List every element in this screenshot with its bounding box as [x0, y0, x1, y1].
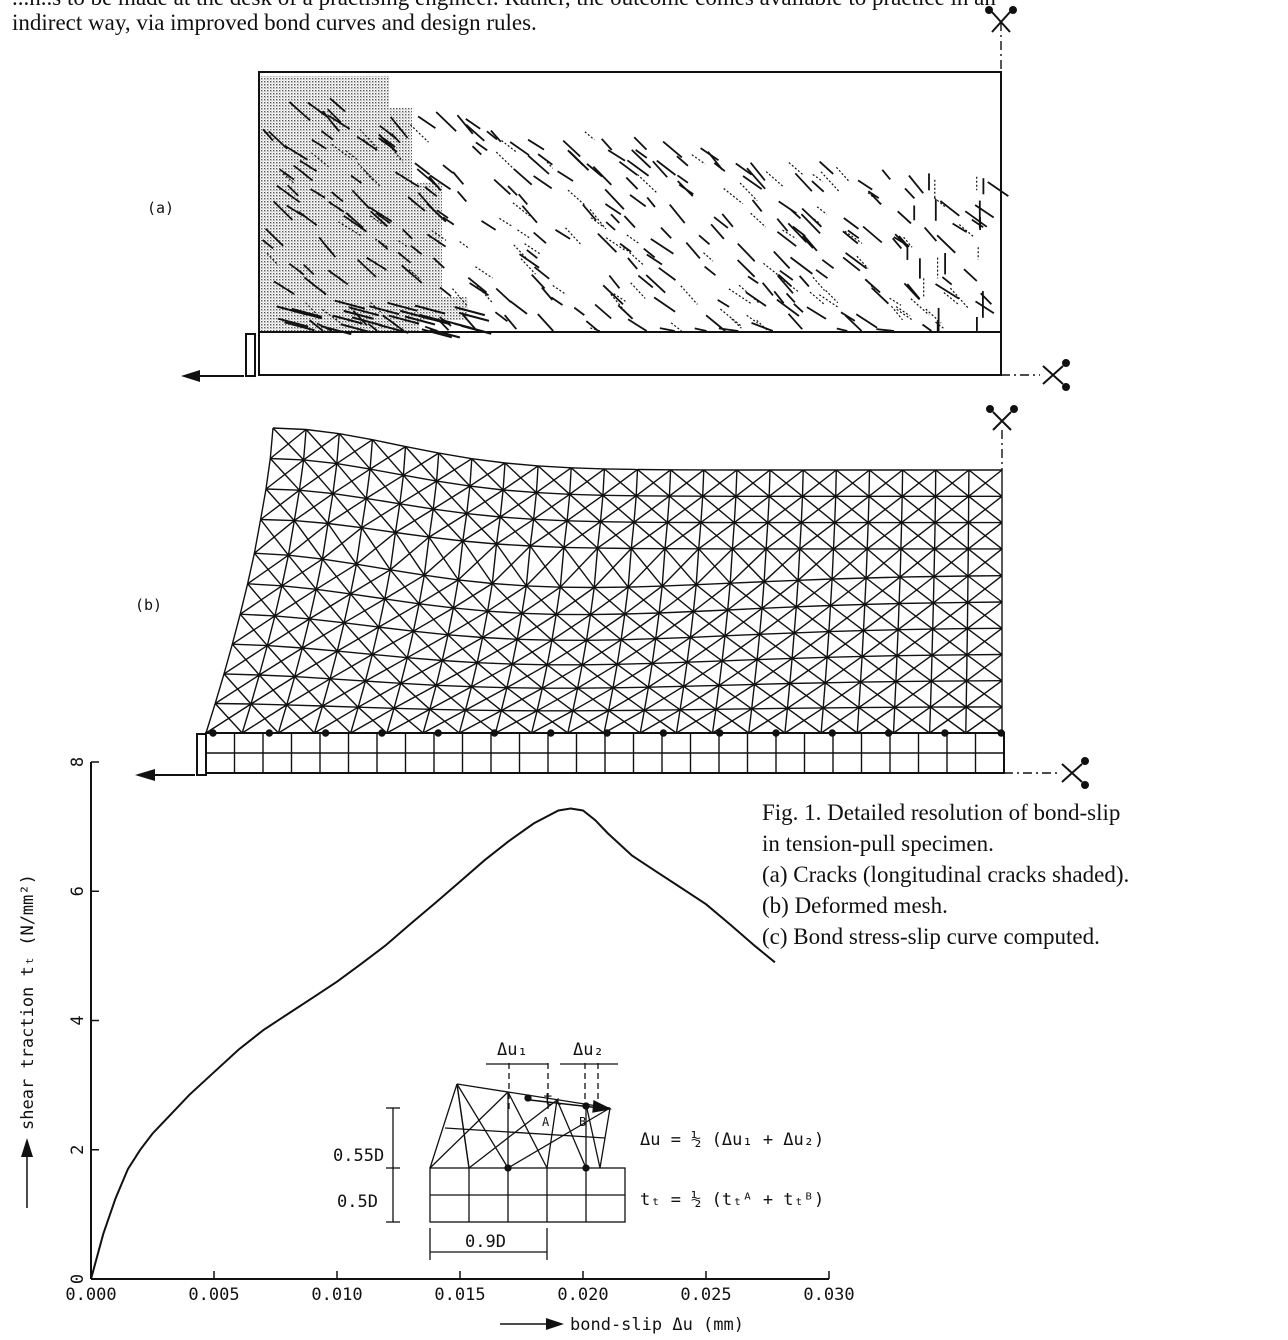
inset-point-b: B: [579, 1115, 586, 1129]
inset-dim-09: 0.9D: [465, 1232, 506, 1252]
symmetry-symbol-a-right: [1042, 359, 1070, 391]
panel-b-label: (b): [135, 596, 162, 614]
inset-eq-du: Δu = ½ (Δu₁ + Δu₂): [640, 1130, 824, 1150]
x-tick-label: 0.000: [65, 1285, 116, 1305]
x-tick-label: 0.030: [803, 1285, 854, 1305]
caption-title-cont: in tension-pull specimen.: [762, 831, 994, 856]
caption-title: Fig. 1. Detailed resolution of bond-slip: [762, 800, 1121, 825]
y-axis-label: shear traction tₜ (N/mm²): [18, 874, 38, 1130]
y-tick-label: 4: [68, 1015, 88, 1025]
shaded-crack-region: [260, 76, 468, 332]
pull-arrowhead-a: [181, 370, 200, 382]
x-tick-label: 0.015: [434, 1285, 485, 1305]
pull-arrowhead-b: [135, 769, 155, 781]
caption-item-a: (a) Cracks (longitudinal cracks shaded).: [762, 862, 1130, 887]
inset-du1: Δu₁: [497, 1040, 528, 1060]
panel-c-chart: 0.000 0.005 0.010 0.015 0.020 0.025 0.030 0 2 4 6…: [18, 757, 855, 1335]
x-tick-label: 0.010: [311, 1285, 362, 1305]
inset-du2: Δu₂: [573, 1040, 604, 1060]
panel-a-label: (a): [147, 199, 174, 217]
caption-item-b: (b) Deformed mesh.: [762, 893, 948, 918]
inset-tt: tₜ: [543, 1090, 563, 1110]
x-axis-label-group: bond-slip Δu (mm): [500, 1315, 744, 1335]
deformed-mesh: [205, 427, 1003, 734]
y-label-arrowhead: [21, 1138, 33, 1157]
panel-a-cracks: (a): [147, 6, 1070, 391]
y-tick-label: 0: [68, 1274, 88, 1284]
panel-b-mesh: (b): [135, 405, 1089, 789]
y-tick-label: 6: [68, 886, 88, 896]
bar-end-plate-b: [196, 733, 207, 776]
x-tick-label: 0.005: [188, 1285, 239, 1305]
crack-pattern: [262, 97, 1009, 339]
figure-caption: Fig. 1. Detailed resolution of bond-slip…: [762, 797, 1282, 952]
x-tick-label: 0.020: [557, 1285, 608, 1305]
inset-dim-055: 0.55D: [333, 1146, 384, 1166]
bar-mesh: [205, 729, 1005, 774]
x-ticks: 0.000 0.005 0.010 0.015 0.020 0.025 0.030: [65, 1271, 855, 1305]
inset-eq-tt: tₜ = ½ (tₜᴬ + tₜᴮ): [640, 1190, 824, 1210]
bar-a: [258, 331, 1002, 376]
caption-item-c: (c) Bond stress-slip curve computed.: [762, 924, 1100, 949]
y-tick-label: 2: [68, 1145, 88, 1155]
y-tick-label: 8: [68, 757, 88, 767]
y-ticks: 0 2 4 6 8: [68, 757, 99, 1284]
cut-text-line: ...n..s to be made at the desk of a prac…: [12, 0, 1192, 13]
body-text-line: indirect way, via improved bond curves a…: [12, 10, 537, 35]
inset-mesh: [386, 1063, 626, 1260]
y-axis-label-group: shear traction tₜ (N/mm²): [18, 874, 38, 1208]
symmetry-symbol-b-top: [986, 405, 1018, 431]
x-axis-label: bond-slip Δu (mm): [570, 1315, 744, 1335]
symmetry-symbol-b-right: [1061, 757, 1089, 789]
inset-point-a: A: [542, 1115, 550, 1129]
inset-dim-05: 0.5D: [337, 1192, 378, 1212]
symmetry-symbol-a-top: [985, 6, 1017, 33]
inset-diagram: Δu₁ Δu₂ tₜ A B 0.55D 0.5D 0.9D Δu = ½ (Δ…: [333, 1040, 824, 1260]
x-tick-label: 0.025: [680, 1285, 731, 1305]
x-label-arrowhead: [546, 1318, 564, 1330]
bond-slip-curve: [90, 807, 776, 1280]
bar-end-plate-a: [245, 333, 256, 377]
